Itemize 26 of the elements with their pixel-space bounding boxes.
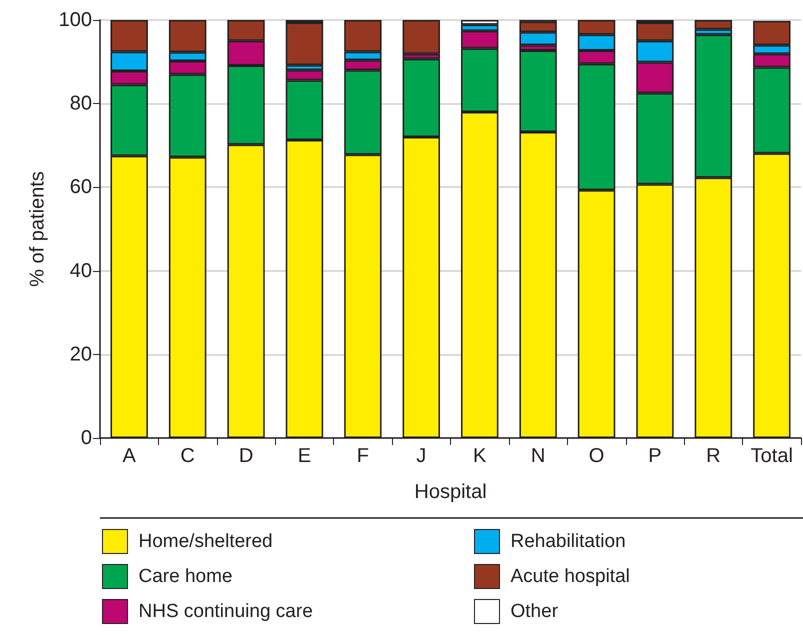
y-tick-label: 0 <box>80 427 92 449</box>
y-axis-title: % of patients <box>26 171 49 287</box>
x-tick-label: J <box>416 445 426 467</box>
legend-label: Home/sheltered <box>138 531 273 552</box>
legend-label: Rehabilitation <box>510 531 626 552</box>
legend-label: Care home <box>138 566 232 587</box>
y-tick-label: 40 <box>70 260 92 282</box>
x-tick-label: N <box>530 445 546 467</box>
x-axis-title: Hospital <box>414 481 487 503</box>
x-tick-label: R <box>706 445 721 467</box>
legend-label: Other <box>510 601 559 622</box>
x-tick-label: F <box>356 445 369 467</box>
x-tick-label: Total <box>750 445 793 467</box>
y-tick-label: 60 <box>70 176 92 198</box>
x-tick-label: A <box>122 445 137 467</box>
y-tick-label: 80 <box>70 92 92 115</box>
legend-label: NHS continuing care <box>138 601 313 622</box>
x-tick-label: D <box>238 445 254 467</box>
y-tick-label: 20 <box>70 343 92 366</box>
x-tick-label: O <box>588 445 604 467</box>
x-tick-label: P <box>648 445 662 467</box>
y-tick-label: 100 <box>58 9 92 31</box>
x-tick-label: K <box>473 445 488 467</box>
x-tick-label: C <box>180 445 195 467</box>
x-tick-label: E <box>298 445 312 467</box>
legend-label: Acute hospital <box>510 566 630 587</box>
